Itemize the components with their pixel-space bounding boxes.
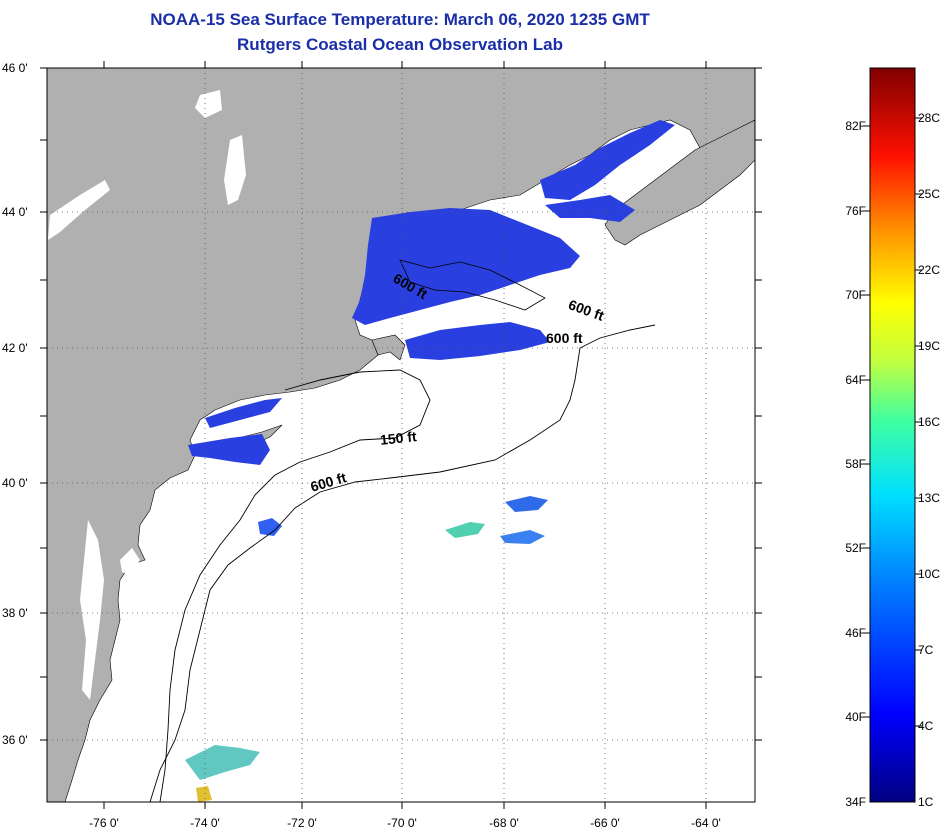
colorbar-f-label: 64F xyxy=(845,373,866,387)
lat-label-38: 38 0' xyxy=(2,606,28,620)
lon-label-74: -74 0' xyxy=(190,816,220,830)
lon-label-72: -72 0' xyxy=(287,816,317,830)
chesapeake-bay xyxy=(80,520,104,700)
colorbar-f-label: 34F xyxy=(845,795,866,809)
colorbar-c-label: 1C xyxy=(918,795,934,809)
lat-label-36: 36 0' xyxy=(2,733,28,747)
colorbar-c-label: 7C xyxy=(918,643,934,657)
map-border xyxy=(46,67,756,803)
colorbar-c-label: 10C xyxy=(918,567,941,581)
lake xyxy=(48,180,110,240)
colorbar-f-label: 82F xyxy=(845,119,866,133)
colorbar-f-label: 76F xyxy=(845,204,866,218)
sst-patch-offshore-1 xyxy=(505,496,548,512)
lake xyxy=(195,90,222,118)
map-subtitle: Rutgers Coastal Ocean Observation Lab xyxy=(237,35,563,54)
colorbar-c-label: 22C xyxy=(918,263,941,277)
colorbar-f-label: 70F xyxy=(845,288,866,302)
colorbar-f-label: 40F xyxy=(845,710,866,724)
colorbar-c-label: 4C xyxy=(918,719,934,733)
sst-patch-hatteras-warm xyxy=(196,786,212,802)
lake xyxy=(224,135,246,205)
lon-label-68: -68 0' xyxy=(489,816,519,830)
cape-cod-land xyxy=(371,334,406,361)
colorbar-ticks xyxy=(863,117,922,727)
sst-patch-offshore-warm xyxy=(445,522,485,538)
sst-patch-gulf-of-maine xyxy=(352,208,580,325)
lon-label-64: -64 0' xyxy=(691,816,721,830)
contour-600ft xyxy=(149,324,656,802)
axis-ticks xyxy=(40,61,762,809)
contour-label: 600 ft xyxy=(546,330,583,346)
sst-patch-hatteras xyxy=(185,745,260,780)
lat-label-46: 46 0' xyxy=(2,61,28,75)
colorbar-c-label: 16C xyxy=(918,415,941,429)
sst-patch-offshore-2 xyxy=(500,530,545,544)
colorbar-c-label: 13C xyxy=(918,491,941,505)
map-title: NOAA-15 Sea Surface Temperature: March 0… xyxy=(150,10,650,29)
mainland-land xyxy=(47,68,755,802)
graticule xyxy=(47,68,755,802)
lat-label-42: 42 0' xyxy=(2,341,28,355)
sst-patch-georges-bank xyxy=(405,322,550,360)
colorbar-c-label: 19C xyxy=(918,339,941,353)
contour-600ft-gom xyxy=(399,259,546,311)
lat-label-40: 40 0' xyxy=(2,476,28,490)
colorbar-c-label: 28C xyxy=(918,111,941,125)
colorbar-f-label: 52F xyxy=(845,541,866,555)
lon-label-76: -76 0' xyxy=(89,816,119,830)
delaware-bay xyxy=(120,548,140,575)
sst-patch-bay-of-fundy xyxy=(540,120,675,200)
colorbar-f-label: 46F xyxy=(845,626,866,640)
colorbar xyxy=(869,67,916,803)
lon-label-66: -66 0' xyxy=(590,816,620,830)
contour-150ft xyxy=(159,369,431,802)
lat-label-44: 44 0' xyxy=(2,205,28,219)
lon-label-70: -70 0' xyxy=(387,816,417,830)
colorbar-c-label: 25C xyxy=(918,187,941,201)
sst-patch-long-island-sound xyxy=(205,398,282,428)
sst-patch-nj-offshore xyxy=(258,518,282,536)
colorbar-f-label: 58F xyxy=(845,457,866,471)
sst-patch-nova-scotia-shelf xyxy=(545,195,635,222)
nova-scotia-land xyxy=(604,119,755,246)
sst-patch-ny-bight xyxy=(188,434,270,465)
